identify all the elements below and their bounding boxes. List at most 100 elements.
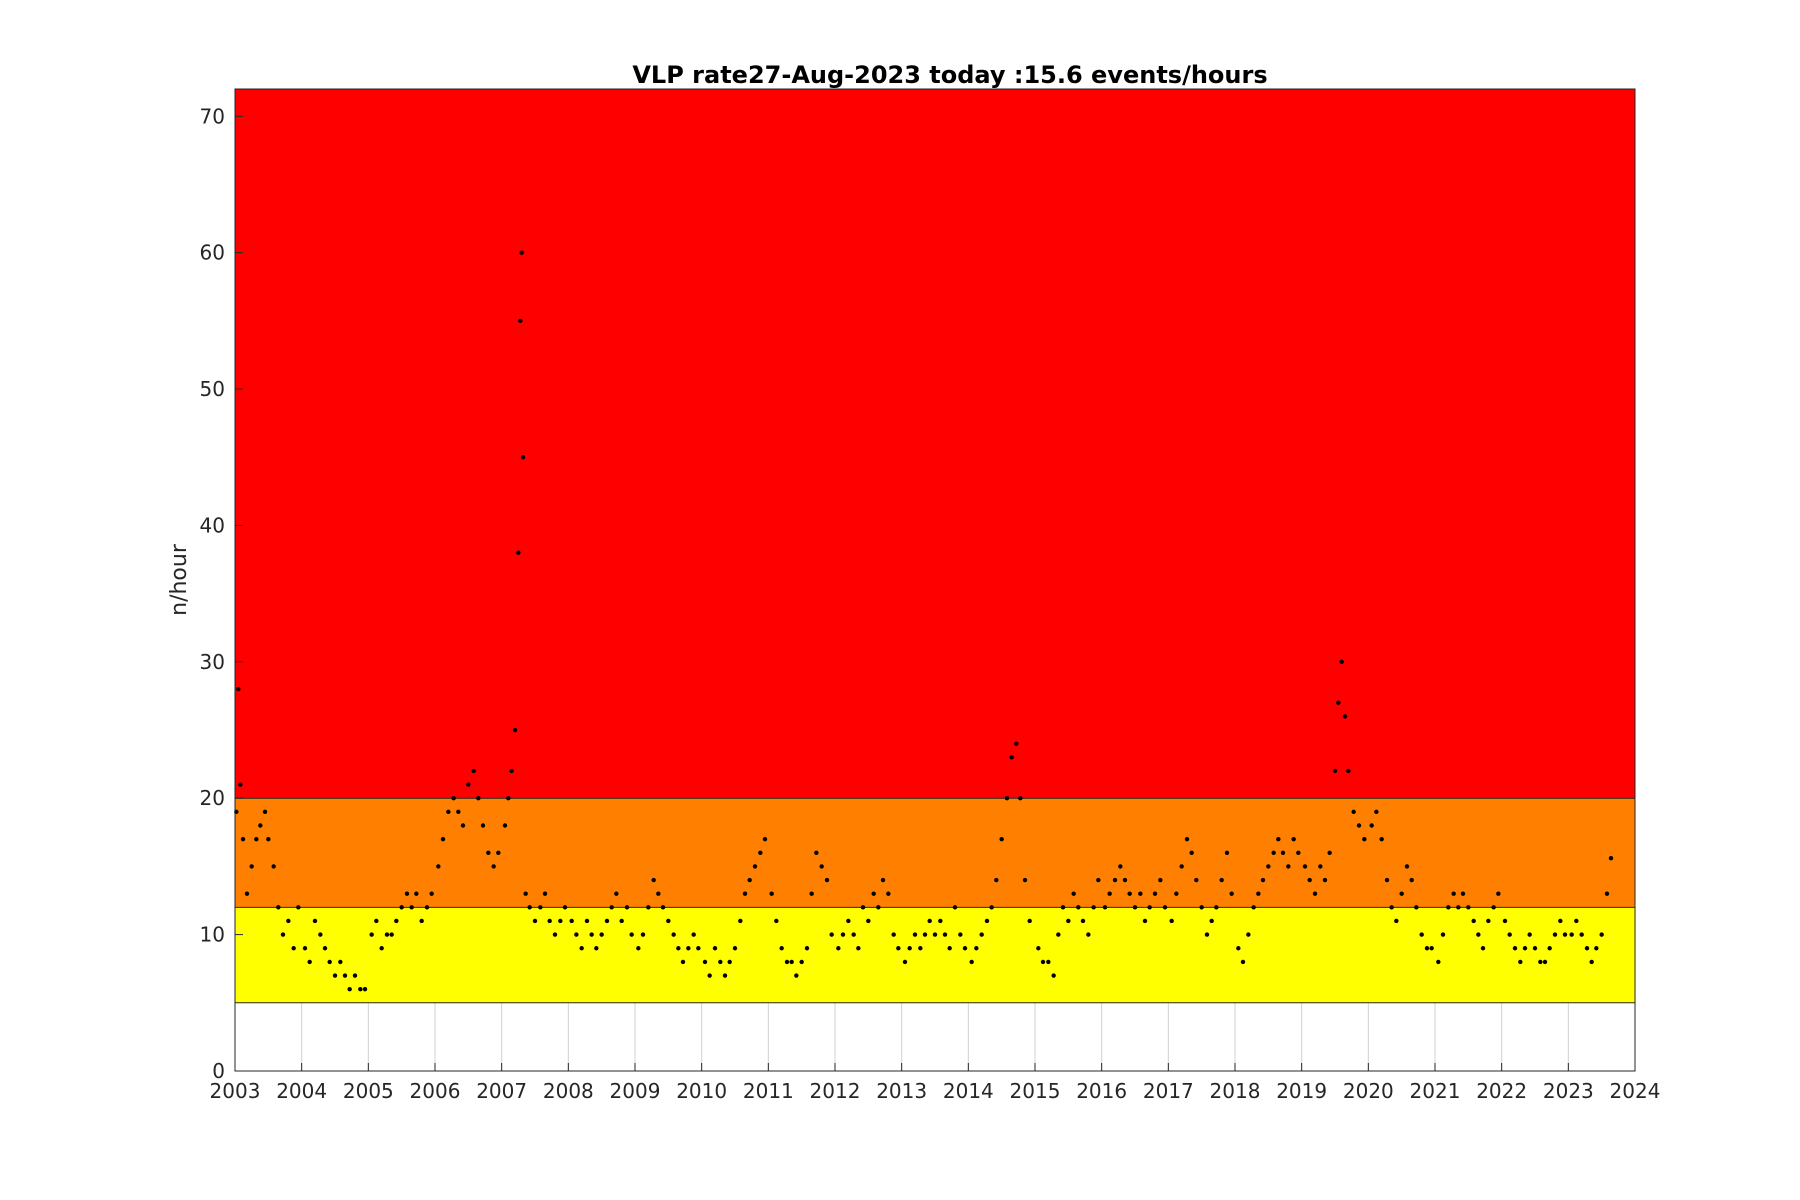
data-point <box>1389 905 1394 910</box>
data-point <box>1346 768 1351 774</box>
data-point <box>254 836 259 842</box>
data-point <box>989 905 994 910</box>
data-point <box>1356 823 1362 828</box>
plot-area <box>234 88 1636 1072</box>
data-point <box>1307 877 1312 883</box>
data-point <box>1236 946 1241 951</box>
data-point <box>922 932 928 937</box>
data-point <box>1336 700 1341 705</box>
data-point <box>1296 850 1301 855</box>
data-point <box>958 932 963 937</box>
data-point <box>718 959 723 965</box>
data-point <box>1379 836 1384 842</box>
y-tick-label: 70 <box>200 104 225 128</box>
x-tick-label: 2005 <box>343 1079 394 1103</box>
data-point <box>1056 932 1061 937</box>
data-point <box>1362 836 1367 842</box>
data-point <box>532 918 538 924</box>
data-point <box>1214 905 1219 910</box>
data-point <box>1280 850 1286 855</box>
data-point <box>460 823 466 828</box>
data-point <box>962 946 968 951</box>
data-point <box>1194 877 1199 883</box>
data-point <box>1179 864 1184 869</box>
data-point <box>1060 905 1066 910</box>
data-point <box>1112 877 1118 883</box>
data-point <box>516 550 521 555</box>
data-point <box>1491 905 1496 910</box>
data-point <box>942 932 948 937</box>
data-point <box>686 946 691 951</box>
data-point <box>476 796 481 801</box>
data-point <box>1522 946 1528 951</box>
band-orange <box>235 798 1635 908</box>
y-tick-label: 50 <box>200 377 225 401</box>
data-point <box>374 918 379 924</box>
data-point <box>1538 959 1543 965</box>
data-point <box>927 918 932 924</box>
data-point <box>409 905 414 910</box>
data-point <box>614 891 619 896</box>
data-point <box>276 905 281 910</box>
data-point <box>1552 932 1558 937</box>
data-point <box>1446 905 1451 910</box>
data-point <box>429 891 434 896</box>
data-point <box>1419 932 1424 937</box>
data-point <box>1271 850 1276 855</box>
data-point <box>1158 877 1163 883</box>
x-tick-label: 2011 <box>743 1079 794 1103</box>
data-point <box>1594 946 1599 951</box>
data-point <box>1327 850 1332 855</box>
data-point <box>589 932 594 937</box>
data-point <box>1147 905 1152 910</box>
x-tick-label: 2016 <box>1076 1079 1127 1103</box>
data-point <box>984 918 990 924</box>
data-point <box>1512 946 1518 951</box>
data-point <box>1091 905 1096 910</box>
data-point <box>519 250 524 255</box>
plot-frame <box>234 88 1636 1072</box>
data-point <box>727 959 732 965</box>
data-point <box>1229 891 1234 896</box>
data-point <box>1322 877 1328 883</box>
data-point <box>1502 918 1508 924</box>
data-point <box>1138 891 1143 896</box>
data-point <box>619 918 624 924</box>
data-point <box>238 782 243 787</box>
data-point <box>342 973 348 978</box>
data-point <box>691 932 696 937</box>
data-point <box>258 823 263 828</box>
data-point <box>424 905 430 910</box>
data-point <box>1071 891 1076 896</box>
data-point <box>394 918 399 924</box>
data-point <box>1542 959 1548 965</box>
data-point <box>1286 864 1291 869</box>
data-point <box>738 918 743 924</box>
data-point <box>938 918 943 924</box>
data-point <box>352 973 358 978</box>
threshold-bands <box>235 89 1635 1004</box>
data-point <box>1162 905 1168 910</box>
data-point <box>1424 946 1430 951</box>
data-point <box>338 959 343 965</box>
data-point <box>1414 905 1419 910</box>
band-red <box>235 89 1635 799</box>
data-point <box>1046 959 1051 965</box>
data-point <box>1394 918 1399 924</box>
data-point <box>969 959 974 965</box>
data-point <box>656 891 661 896</box>
x-tick-label: 2006 <box>410 1079 461 1103</box>
data-point <box>240 836 246 842</box>
data-point <box>1579 932 1584 937</box>
data-point <box>1086 932 1091 937</box>
data-point <box>1102 905 1108 910</box>
data-point <box>266 836 271 842</box>
data-point <box>947 946 952 951</box>
data-point <box>660 905 666 910</box>
data-point <box>1142 918 1148 924</box>
data-point <box>851 932 856 937</box>
data-point <box>574 932 579 937</box>
data-point <box>312 918 318 924</box>
data-point <box>569 918 574 924</box>
